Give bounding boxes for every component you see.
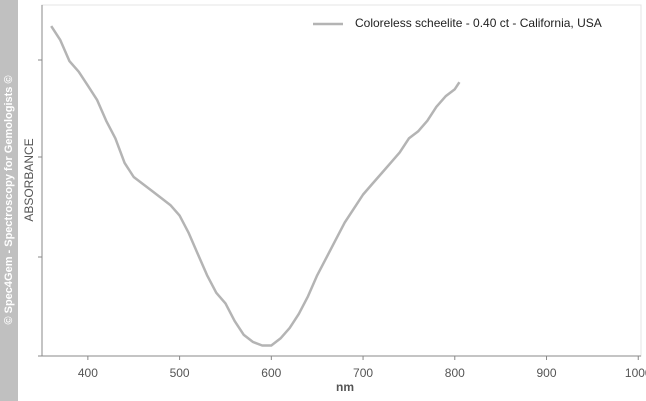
- y-tick-marks: [38, 59, 42, 357]
- x-tick-label: 400: [78, 366, 98, 380]
- watermark-band: [0, 0, 18, 401]
- x-axis-label: nm: [336, 380, 354, 394]
- x-tick-label: 1000: [625, 366, 646, 380]
- y-axis-label: ABSORBANCE: [22, 138, 36, 221]
- watermark: © Spec4Gem - Spectroscopy for Gemologist…: [3, 75, 15, 324]
- x-tick-label: 600: [261, 366, 281, 380]
- legend-label: Coloreless scheelite - 0.40 ct - Califor…: [355, 16, 602, 30]
- x-tick-label: 800: [445, 366, 465, 380]
- x-tick-label: 900: [537, 366, 557, 380]
- spectrum-line: [50, 25, 461, 347]
- x-tick-label: 500: [170, 366, 190, 380]
- x-tick-label: 700: [353, 366, 373, 380]
- plot-frame: [41, 4, 642, 357]
